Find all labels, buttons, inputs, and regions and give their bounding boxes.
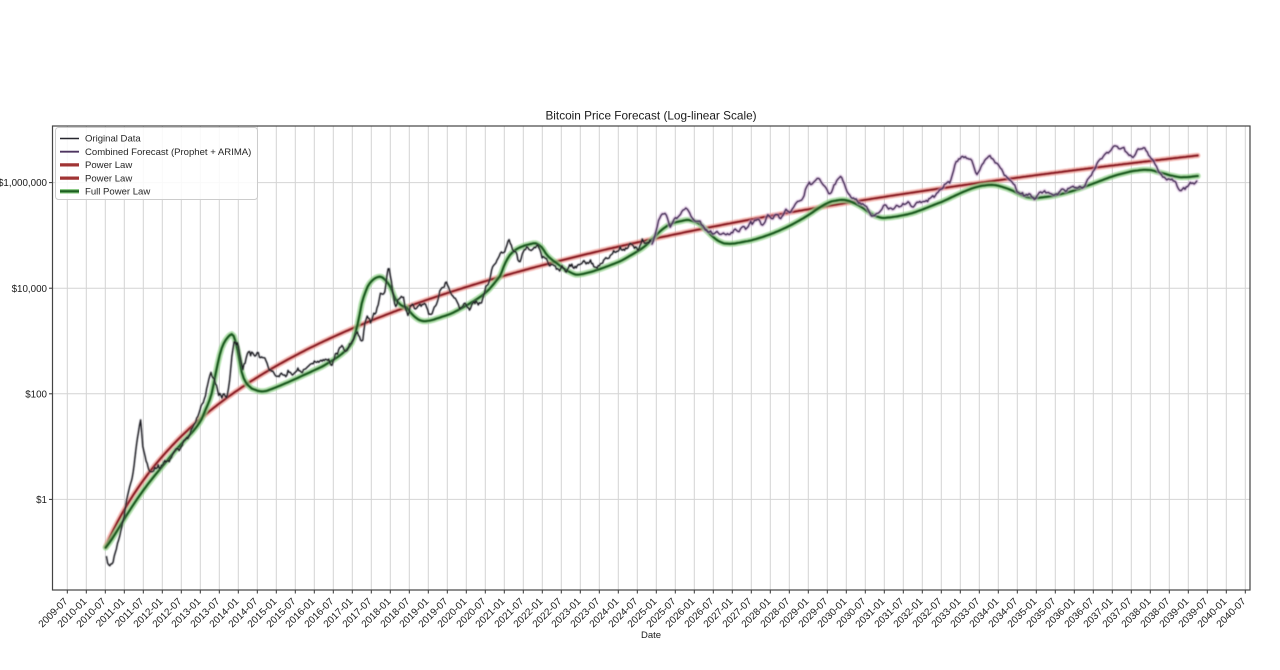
svg-text:$100: $100 [25,389,47,400]
svg-text:Full Power Law: Full Power Law [85,187,150,198]
svg-text:$1,000,000: $1,000,000 [0,178,48,189]
svg-text:$1: $1 [36,495,47,506]
svg-text:Bitcoin Price Forecast (Log-li: Bitcoin Price Forecast (Log-linear Scale… [545,109,756,123]
svg-text:Date: Date [641,630,661,641]
svg-text:Power Law: Power Law [85,160,132,171]
svg-text:$10,000: $10,000 [12,284,48,295]
svg-text:Original Data: Original Data [85,134,141,145]
svg-text:Combined Forecast (Prophet + A: Combined Forecast (Prophet + ARIMA) [85,147,251,158]
svg-text:Power Law: Power Law [85,173,132,184]
